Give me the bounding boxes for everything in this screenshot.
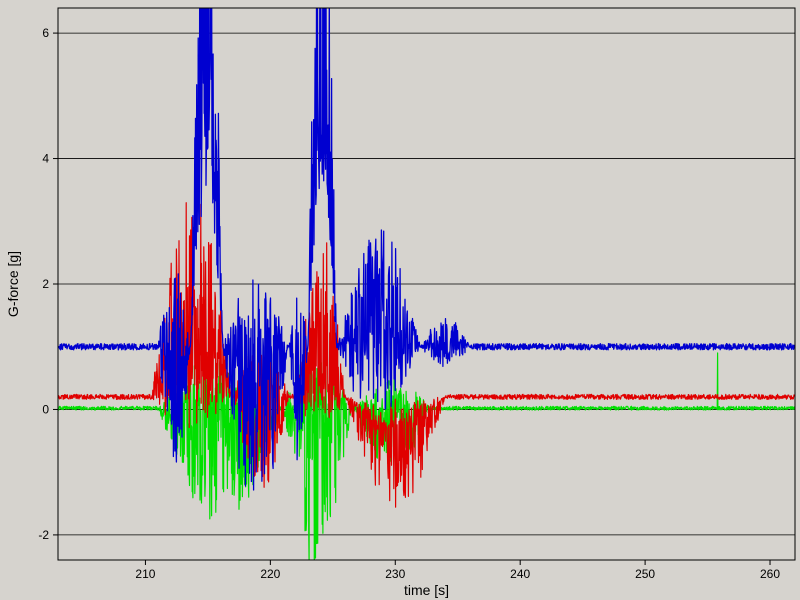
svg-text:-2: -2 [38,528,49,542]
svg-text:240: 240 [510,567,530,581]
svg-text:220: 220 [260,567,280,581]
svg-text:2: 2 [42,277,49,291]
svg-text:250: 250 [635,567,655,581]
svg-text:0: 0 [42,402,49,416]
svg-text:time [s]: time [s] [404,582,449,598]
svg-text:G-force [g]: G-force [g] [5,251,21,317]
gforce-time-chart: -2 0 2 4 6 210 220 230 240 250 260 time [s] G-force … [0,0,800,600]
svg-text:4: 4 [42,152,49,166]
svg-text:210: 210 [135,567,155,581]
svg-text:6: 6 [42,26,49,40]
svg-text:260: 260 [760,567,780,581]
svg-text:230: 230 [385,567,405,581]
